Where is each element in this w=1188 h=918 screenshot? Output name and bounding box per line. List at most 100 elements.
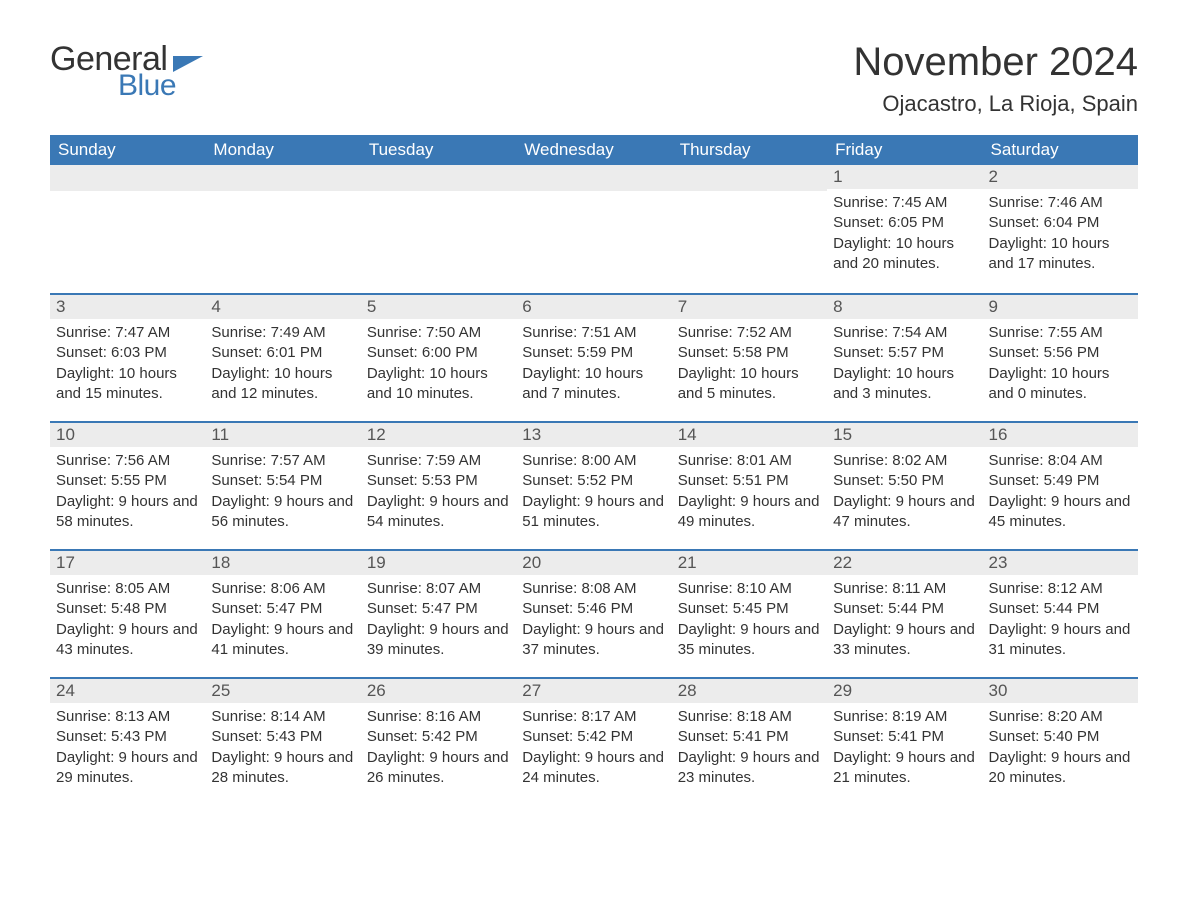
- sunrise-text: Sunrise: 8:17 AM: [522, 707, 665, 727]
- day-details: Sunrise: 7:51 AMSunset: 5:59 PMDaylight:…: [516, 319, 671, 404]
- day-details: Sunrise: 8:20 AMSunset: 5:40 PMDaylight:…: [983, 703, 1138, 788]
- daylight-text: Daylight: 9 hours and 45 minutes.: [989, 492, 1132, 533]
- day-details: Sunrise: 8:14 AMSunset: 5:43 PMDaylight:…: [205, 703, 360, 788]
- sunrise-text: Sunrise: 8:16 AM: [367, 707, 510, 727]
- sunset-text: Sunset: 5:43 PM: [211, 727, 354, 747]
- day-details: Sunrise: 8:08 AMSunset: 5:46 PMDaylight:…: [516, 575, 671, 660]
- daylight-text: Daylight: 9 hours and 20 minutes.: [989, 748, 1132, 789]
- sunset-text: Sunset: 5:47 PM: [211, 599, 354, 619]
- daylight-text: Daylight: 9 hours and 29 minutes.: [56, 748, 199, 789]
- calendar-day-cell: 23Sunrise: 8:12 AMSunset: 5:44 PMDayligh…: [983, 549, 1138, 677]
- sunrise-text: Sunrise: 8:14 AM: [211, 707, 354, 727]
- daylight-text: Daylight: 9 hours and 35 minutes.: [678, 620, 821, 661]
- calendar-day-cell: 8Sunrise: 7:54 AMSunset: 5:57 PMDaylight…: [827, 293, 982, 421]
- daylight-text: Daylight: 10 hours and 3 minutes.: [833, 364, 976, 405]
- calendar-day-cell: 2Sunrise: 7:46 AMSunset: 6:04 PMDaylight…: [983, 165, 1138, 293]
- daylight-text: Daylight: 9 hours and 54 minutes.: [367, 492, 510, 533]
- day-number: 2: [983, 165, 1138, 189]
- sunset-text: Sunset: 5:44 PM: [989, 599, 1132, 619]
- sunrise-text: Sunrise: 8:01 AM: [678, 451, 821, 471]
- day-details: Sunrise: 8:06 AMSunset: 5:47 PMDaylight:…: [205, 575, 360, 660]
- day-details: Sunrise: 7:47 AMSunset: 6:03 PMDaylight:…: [50, 319, 205, 404]
- calendar-week-row: 3Sunrise: 7:47 AMSunset: 6:03 PMDaylight…: [50, 293, 1138, 421]
- day-number: 29: [827, 677, 982, 703]
- sunset-text: Sunset: 5:52 PM: [522, 471, 665, 491]
- day-details: Sunrise: 8:18 AMSunset: 5:41 PMDaylight:…: [672, 703, 827, 788]
- col-tuesday: Tuesday: [361, 135, 516, 165]
- daylight-text: Daylight: 10 hours and 15 minutes.: [56, 364, 199, 405]
- day-number: 19: [361, 549, 516, 575]
- daylight-text: Daylight: 10 hours and 17 minutes.: [989, 234, 1132, 275]
- day-number: 21: [672, 549, 827, 575]
- sunrise-text: Sunrise: 8:04 AM: [989, 451, 1132, 471]
- day-details: Sunrise: 8:17 AMSunset: 5:42 PMDaylight:…: [516, 703, 671, 788]
- calendar-day-cell: 26Sunrise: 8:16 AMSunset: 5:42 PMDayligh…: [361, 677, 516, 805]
- sunrise-text: Sunrise: 7:51 AM: [522, 323, 665, 343]
- title-block: November 2024 Ojacastro, La Rioja, Spain: [853, 40, 1138, 117]
- sunrise-text: Sunrise: 8:05 AM: [56, 579, 199, 599]
- day-details: Sunrise: 7:46 AMSunset: 6:04 PMDaylight:…: [983, 189, 1138, 274]
- sunrise-text: Sunrise: 7:54 AM: [833, 323, 976, 343]
- calendar-day-cell: 16Sunrise: 8:04 AMSunset: 5:49 PMDayligh…: [983, 421, 1138, 549]
- sunset-text: Sunset: 5:51 PM: [678, 471, 821, 491]
- daylight-text: Daylight: 9 hours and 31 minutes.: [989, 620, 1132, 661]
- calendar-day-cell: 11Sunrise: 7:57 AMSunset: 5:54 PMDayligh…: [205, 421, 360, 549]
- day-number: 7: [672, 293, 827, 319]
- day-details: Sunrise: 7:56 AMSunset: 5:55 PMDaylight:…: [50, 447, 205, 532]
- day-number: 30: [983, 677, 1138, 703]
- calendar-week-row: 24Sunrise: 8:13 AMSunset: 5:43 PMDayligh…: [50, 677, 1138, 805]
- sunset-text: Sunset: 5:44 PM: [833, 599, 976, 619]
- sunset-text: Sunset: 6:03 PM: [56, 343, 199, 363]
- location-subtitle: Ojacastro, La Rioja, Spain: [853, 91, 1138, 117]
- day-number: 5: [361, 293, 516, 319]
- calendar-day-cell: 9Sunrise: 7:55 AMSunset: 5:56 PMDaylight…: [983, 293, 1138, 421]
- logo: General Blue: [50, 40, 203, 103]
- calendar-day-cell: [672, 165, 827, 293]
- day-number: 1: [827, 165, 982, 189]
- sunrise-text: Sunrise: 7:55 AM: [989, 323, 1132, 343]
- col-saturday: Saturday: [983, 135, 1138, 165]
- day-details: Sunrise: 7:57 AMSunset: 5:54 PMDaylight:…: [205, 447, 360, 532]
- day-details: Sunrise: 8:07 AMSunset: 5:47 PMDaylight:…: [361, 575, 516, 660]
- day-number: 28: [672, 677, 827, 703]
- calendar-week-row: 17Sunrise: 8:05 AMSunset: 5:48 PMDayligh…: [50, 549, 1138, 677]
- sunrise-text: Sunrise: 8:18 AM: [678, 707, 821, 727]
- sunrise-text: Sunrise: 7:46 AM: [989, 193, 1132, 213]
- daylight-text: Daylight: 9 hours and 23 minutes.: [678, 748, 821, 789]
- calendar-day-cell: 10Sunrise: 7:56 AMSunset: 5:55 PMDayligh…: [50, 421, 205, 549]
- day-number: 17: [50, 549, 205, 575]
- sunrise-text: Sunrise: 7:47 AM: [56, 323, 199, 343]
- daylight-text: Daylight: 10 hours and 5 minutes.: [678, 364, 821, 405]
- sunset-text: Sunset: 6:01 PM: [211, 343, 354, 363]
- logo-text-blue: Blue: [118, 69, 176, 103]
- calendar-header-row: Sunday Monday Tuesday Wednesday Thursday…: [50, 135, 1138, 165]
- day-number: 25: [205, 677, 360, 703]
- sunrise-text: Sunrise: 7:59 AM: [367, 451, 510, 471]
- daylight-text: Daylight: 10 hours and 7 minutes.: [522, 364, 665, 405]
- day-details: Sunrise: 8:01 AMSunset: 5:51 PMDaylight:…: [672, 447, 827, 532]
- sunrise-text: Sunrise: 7:45 AM: [833, 193, 976, 213]
- calendar-day-cell: 1Sunrise: 7:45 AMSunset: 6:05 PMDaylight…: [827, 165, 982, 293]
- sunset-text: Sunset: 5:40 PM: [989, 727, 1132, 747]
- sunset-text: Sunset: 5:55 PM: [56, 471, 199, 491]
- sunrise-text: Sunrise: 8:07 AM: [367, 579, 510, 599]
- calendar-day-cell: 19Sunrise: 8:07 AMSunset: 5:47 PMDayligh…: [361, 549, 516, 677]
- day-details: Sunrise: 7:59 AMSunset: 5:53 PMDaylight:…: [361, 447, 516, 532]
- day-number: 3: [50, 293, 205, 319]
- calendar-day-cell: 15Sunrise: 8:02 AMSunset: 5:50 PMDayligh…: [827, 421, 982, 549]
- daylight-text: Daylight: 9 hours and 43 minutes.: [56, 620, 199, 661]
- day-details: Sunrise: 7:45 AMSunset: 6:05 PMDaylight:…: [827, 189, 982, 274]
- calendar-day-cell: [516, 165, 671, 293]
- sunset-text: Sunset: 5:54 PM: [211, 471, 354, 491]
- sunset-text: Sunset: 5:53 PM: [367, 471, 510, 491]
- day-details: Sunrise: 8:04 AMSunset: 5:49 PMDaylight:…: [983, 447, 1138, 532]
- day-number: 12: [361, 421, 516, 447]
- calendar-day-cell: 21Sunrise: 8:10 AMSunset: 5:45 PMDayligh…: [672, 549, 827, 677]
- day-details: Sunrise: 8:13 AMSunset: 5:43 PMDaylight:…: [50, 703, 205, 788]
- day-number: 27: [516, 677, 671, 703]
- calendar-day-cell: 14Sunrise: 8:01 AMSunset: 5:51 PMDayligh…: [672, 421, 827, 549]
- col-monday: Monday: [205, 135, 360, 165]
- col-sunday: Sunday: [50, 135, 205, 165]
- daylight-text: Daylight: 9 hours and 28 minutes.: [211, 748, 354, 789]
- daylight-text: Daylight: 9 hours and 24 minutes.: [522, 748, 665, 789]
